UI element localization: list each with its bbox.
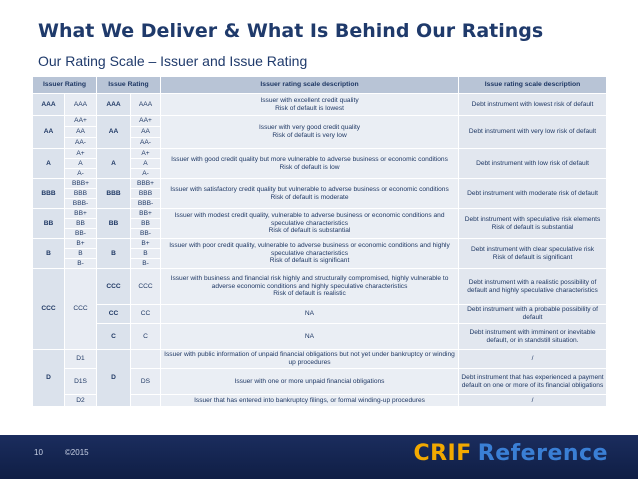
issuer-description-cell: Issuer with very good credit quality Ris… xyxy=(160,115,460,149)
issuer-sub-rating-cell: A+ xyxy=(64,148,97,159)
issuer-sub-rating-cell: B+ xyxy=(64,238,97,249)
logo-reference-text: Reference xyxy=(477,441,608,466)
issue-description-cell: / xyxy=(458,394,608,407)
issue-description-cell: / xyxy=(458,349,608,369)
issuer-rating-cell: B xyxy=(32,238,65,269)
issue-description-cell: Debt instrument with clear speculative r… xyxy=(458,238,608,269)
issuer-sub-rating-cell: BB xyxy=(64,218,97,229)
issuer-sub-rating-cell: B- xyxy=(64,258,97,269)
issue-rating-cell: AA xyxy=(96,115,131,149)
issuer-rating-cell: AAA xyxy=(32,93,65,116)
issue-sub-rating-cell: CCC xyxy=(129,268,162,305)
issuer-sub-rating-cell: A- xyxy=(64,168,97,179)
issue-sub-rating-cell: BBB xyxy=(129,188,162,199)
issuer-description-cell: Issuer with satisfactory credit quality … xyxy=(160,178,460,209)
issue-rating-cell: C xyxy=(96,323,131,350)
issuer-sub-rating-cell: AA+ xyxy=(64,115,97,127)
page-title: What We Deliver & What Is Behind Our Rat… xyxy=(38,20,544,42)
issuer-sub-rating-cell: CCC xyxy=(64,268,97,350)
issue-sub-rating-cell xyxy=(129,349,162,369)
issue-description-cell: Debt instrument with imminent or inevita… xyxy=(458,323,608,350)
issuer-rating-cell: CCC xyxy=(32,268,65,350)
slide-footer: 10 ©2015 CRIF Reference xyxy=(0,435,638,479)
issuer-sub-rating-cell: B xyxy=(64,248,97,259)
issue-sub-rating-cell: A xyxy=(129,158,162,169)
issue-rating-cell: BB xyxy=(96,208,131,239)
crif-reference-logo: CRIF Reference xyxy=(413,441,608,466)
issue-sub-rating-cell: BB+ xyxy=(129,208,162,219)
issue-sub-rating-cell: C xyxy=(129,323,162,350)
issue-sub-rating-cell: B- xyxy=(129,258,162,269)
issue-rating-cell: CC xyxy=(96,304,131,324)
issue-sub-rating-cell: B xyxy=(129,248,162,259)
issuer-sub-rating-cell: D2 xyxy=(64,394,97,407)
issue-description-cell: Debt instrument with lowest risk of defa… xyxy=(458,93,608,116)
issuer-description-cell: Issuer with public information of unpaid… xyxy=(160,349,460,369)
issue-rating-cell: AAA xyxy=(96,93,131,116)
issuer-description-cell: Issuer with modest credit quality, vulne… xyxy=(160,208,460,239)
issuer-sub-rating-cell: AA xyxy=(64,126,97,138)
rating-scale-table: Issuer Rating Issue Rating Issuer rating… xyxy=(32,76,608,407)
issue-sub-rating-cell: BBB- xyxy=(129,198,162,209)
issuer-sub-rating-cell: AAA xyxy=(64,93,97,116)
issuer-description-cell: Issuer that has entered into bankruptcy … xyxy=(160,394,460,407)
issuer-sub-rating-cell: BB+ xyxy=(64,208,97,219)
issue-sub-rating-cell: AA xyxy=(129,126,162,138)
issue-description-cell: Debt instrument with moderate risk of de… xyxy=(458,178,608,209)
issuer-description-cell: NA xyxy=(160,323,460,350)
issuer-sub-rating-cell: A xyxy=(64,158,97,169)
issue-sub-rating-cell xyxy=(129,394,162,407)
issue-sub-rating-cell: A- xyxy=(129,168,162,179)
issuer-sub-rating-cell: D1 xyxy=(64,349,97,369)
issue-rating-cell: BBB xyxy=(96,178,131,209)
issue-rating-cell: D xyxy=(96,349,131,407)
issue-sub-rating-cell: B+ xyxy=(129,238,162,249)
issue-sub-rating-cell: DS xyxy=(129,368,162,395)
issuer-sub-rating-cell: AA- xyxy=(64,137,97,149)
issue-description-cell: Debt instrument with very low risk of de… xyxy=(458,115,608,149)
issuer-description-cell: Issuer with poor credit quality, vulnera… xyxy=(160,238,460,269)
issue-sub-rating-cell: BB- xyxy=(129,228,162,239)
issuer-rating-cell: BB xyxy=(32,208,65,239)
issue-sub-rating-cell: CC xyxy=(129,304,162,324)
issue-description-cell: Debt instrument that has experienced a p… xyxy=(458,368,608,395)
issuer-description-cell: Issuer with business and financial risk … xyxy=(160,268,460,305)
issue-sub-rating-cell: AA+ xyxy=(129,115,162,127)
copyright: ©2015 xyxy=(64,448,89,457)
issuer-sub-rating-cell: D1S xyxy=(64,368,97,395)
issuer-rating-cell: D xyxy=(32,349,65,407)
issuer-rating-cell: AA xyxy=(32,115,65,149)
header-issuer-description: Issuer rating scale description xyxy=(160,76,460,94)
issuer-description-cell: NA xyxy=(160,304,460,324)
issue-rating-cell: CCC xyxy=(96,268,131,305)
issue-sub-rating-cell: AAA xyxy=(129,93,162,116)
issuer-sub-rating-cell: BBB+ xyxy=(64,178,97,189)
issue-sub-rating-cell: AA- xyxy=(129,137,162,149)
page-subtitle: Our Rating Scale – Issuer and Issue Rati… xyxy=(38,53,308,69)
issuer-sub-rating-cell: BBB xyxy=(64,188,97,199)
issue-sub-rating-cell: A+ xyxy=(129,148,162,159)
header-issue-rating: Issue Rating xyxy=(95,76,162,94)
issue-description-cell: Debt instrument with a realistic possibi… xyxy=(458,268,608,305)
header-issue-description: Issue rating scale description xyxy=(458,76,608,94)
issue-description-cell: Debt instrument with low risk of default xyxy=(458,148,608,179)
issue-description-cell: Debt instrument with speculative risk el… xyxy=(458,208,608,239)
issuer-sub-rating-cell: BB- xyxy=(64,228,97,239)
issue-sub-rating-cell: BBB+ xyxy=(129,178,162,189)
page-number: 10 xyxy=(34,448,43,457)
header-issuer-rating: Issuer Rating xyxy=(32,76,97,94)
issue-rating-cell: A xyxy=(96,148,131,179)
issuer-rating-cell: BBB xyxy=(32,178,65,209)
issuer-sub-rating-cell: BBB- xyxy=(64,198,97,209)
issue-sub-rating-cell: BB xyxy=(129,218,162,229)
issuer-rating-cell: A xyxy=(32,148,65,179)
issue-rating-cell: B xyxy=(96,238,131,269)
logo-crif-text: CRIF xyxy=(413,441,472,466)
footer-meta: 10 ©2015 xyxy=(34,448,89,457)
issuer-description-cell: Issuer with good credit quality but more… xyxy=(160,148,460,179)
issue-description-cell: Debt instrument with a probable possibil… xyxy=(458,304,608,324)
issuer-description-cell: Issuer with one or more unpaid financial… xyxy=(160,368,460,395)
issuer-description-cell: Issuer with excellent credit quality Ris… xyxy=(160,93,460,116)
